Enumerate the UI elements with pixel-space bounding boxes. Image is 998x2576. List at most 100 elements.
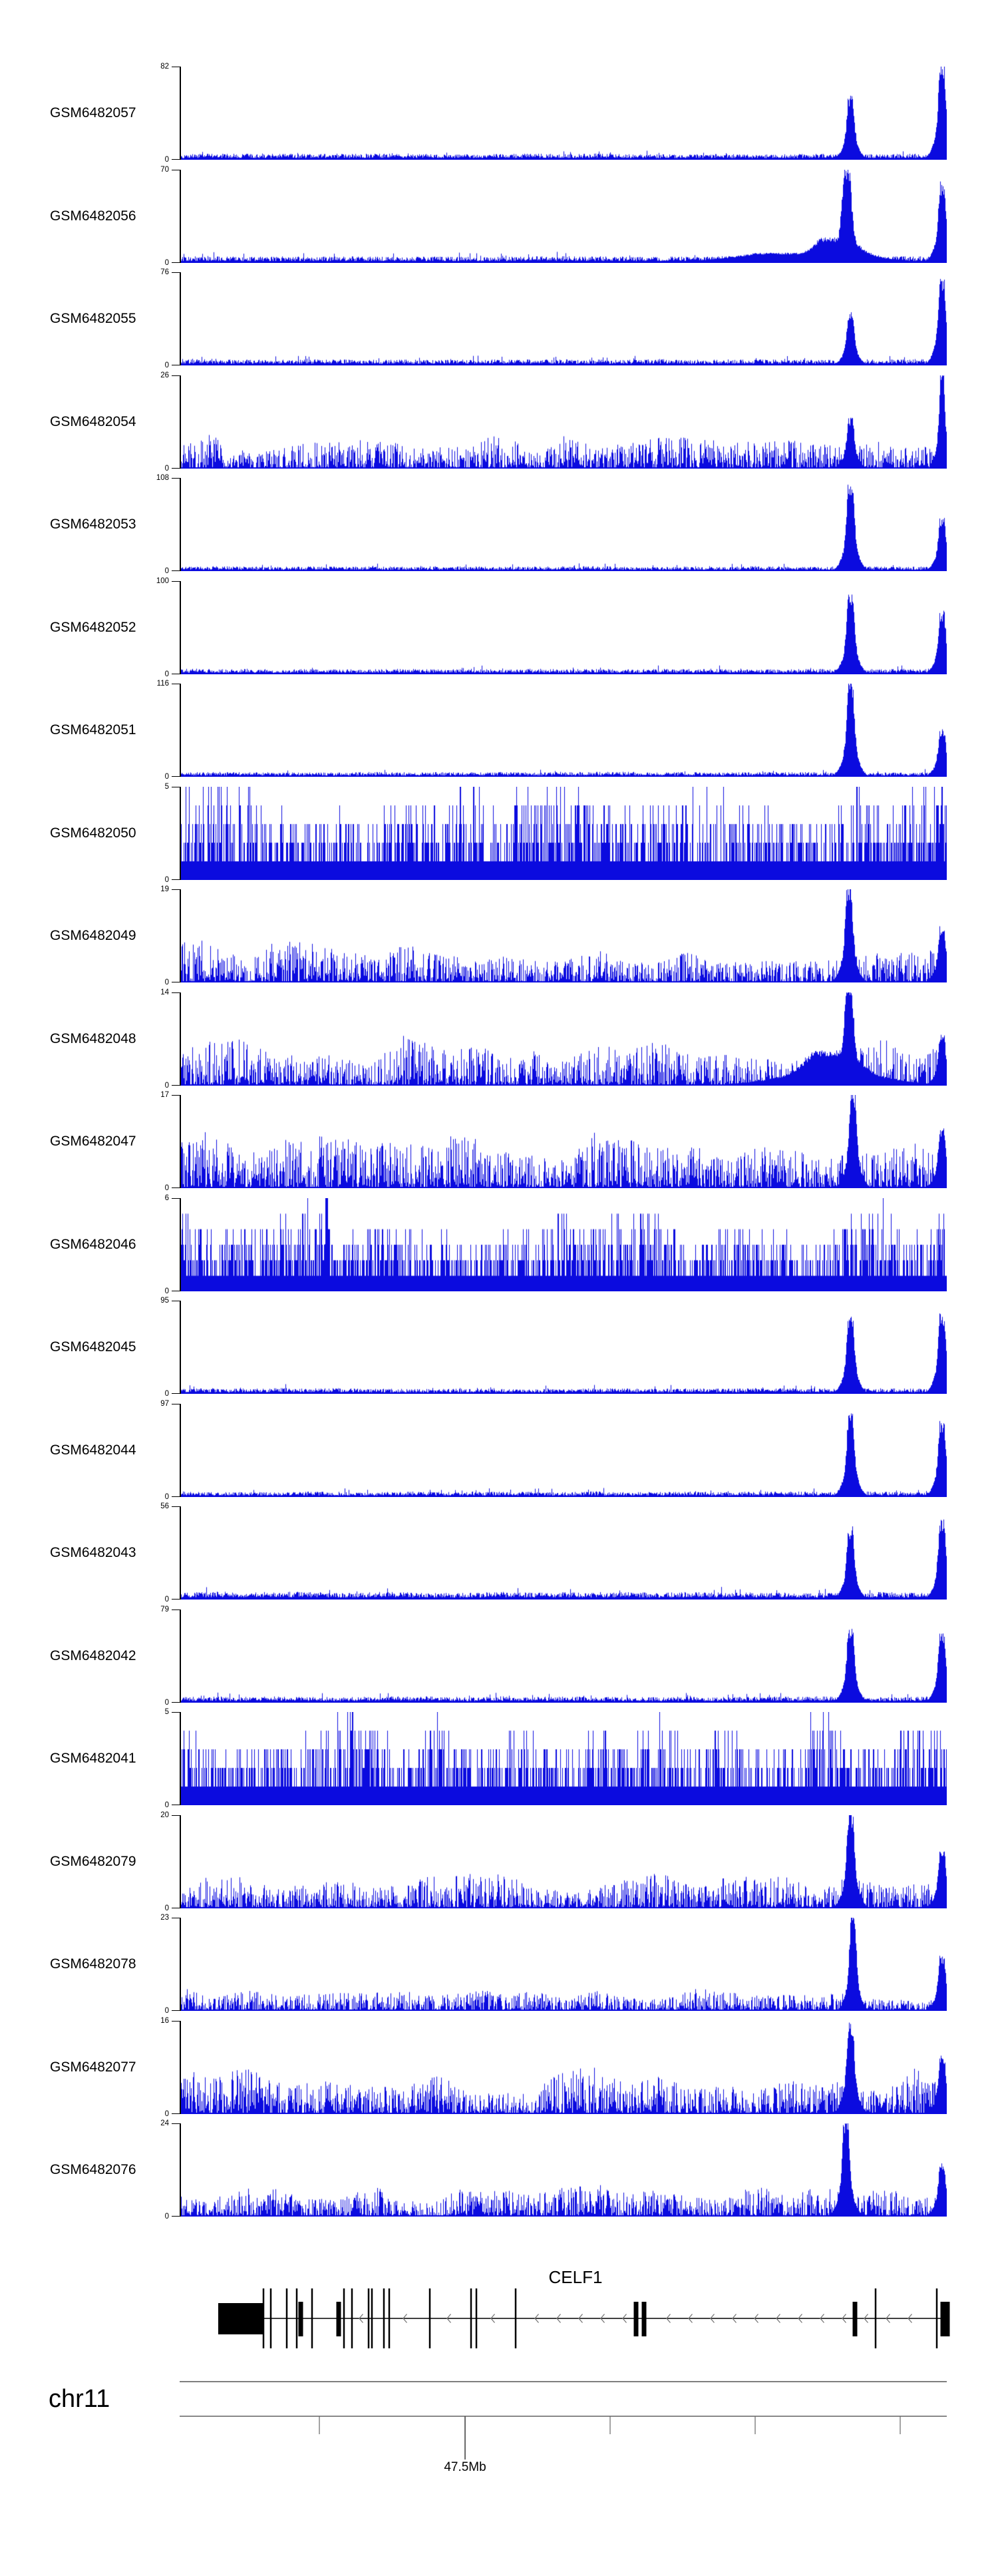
- strand-arrow-left-icon: [842, 2314, 846, 2323]
- track-ymax-label: 6: [164, 1194, 169, 1202]
- strand-arrow-left-icon: [666, 2314, 671, 2323]
- track-yaxis-tick: [172, 1712, 180, 1713]
- gene-exon-tick: [343, 2288, 345, 2348]
- track-yaxis-tick: [172, 992, 180, 994]
- track-yaxis-line: [180, 375, 181, 469]
- strand-arrow-left-icon: [490, 2314, 495, 2323]
- axis-tick-label: 47.5Mb: [444, 2460, 486, 2474]
- track-ymax-label: 20: [160, 1811, 169, 1819]
- strand-arrow-left-icon: [359, 2314, 363, 2323]
- track-label: GSM6482052: [50, 620, 136, 635]
- track-ybase-label: 0: [164, 2213, 169, 2221]
- track-signal-histogram: [181, 272, 947, 365]
- track-signal-histogram: [181, 581, 947, 674]
- track-ybase-label: 0: [164, 259, 169, 267]
- track-label: GSM6482054: [50, 414, 136, 429]
- track-label: GSM6482041: [50, 1751, 136, 1766]
- track-ybase-label: 0: [164, 773, 169, 781]
- track-ybase-label: 0: [164, 1184, 169, 1192]
- track-yaxis-tick: [172, 2113, 180, 2115]
- track-label: GSM6482048: [50, 1031, 136, 1046]
- gene-exon-tick: [351, 2288, 353, 2348]
- strand-arrow-left-icon: [732, 2314, 737, 2323]
- track-signal-histogram: [181, 1301, 947, 1394]
- track-ybase-label: 0: [164, 1287, 169, 1295]
- strand-arrow-left-icon: [864, 2314, 868, 2323]
- strand-arrow-left-icon: [798, 2314, 802, 2323]
- gene-exon-tick: [935, 2288, 938, 2348]
- track-signal-histogram: [181, 1610, 947, 1703]
- track-yaxis-tick: [172, 1599, 180, 1600]
- track-label: GSM6482051: [50, 722, 136, 738]
- track-ymax-label: 5: [164, 783, 169, 791]
- strand-arrow-left-icon: [600, 2314, 605, 2323]
- gene-exon-tick: [371, 2288, 373, 2348]
- gene-exon-tick: [383, 2288, 385, 2348]
- track-signal-histogram: [181, 1095, 947, 1188]
- track-yaxis-tick: [172, 2010, 180, 2012]
- gene-exon-thick: [336, 2302, 341, 2336]
- track-ybase-label: 0: [164, 2110, 169, 2118]
- track-label: GSM6482057: [50, 105, 136, 120]
- track-yaxis-line: [180, 1301, 181, 1394]
- track-yaxis-tick: [172, 1393, 180, 1395]
- track-ybase-label: 0: [164, 1493, 169, 1501]
- track-yaxis-line: [180, 1712, 181, 1805]
- track-yaxis-tick: [172, 2021, 180, 2022]
- track-yaxis-line: [180, 1095, 181, 1188]
- track-label: GSM6482053: [50, 517, 136, 532]
- track-yaxis-line: [180, 1610, 181, 1703]
- track-yaxis-tick: [172, 159, 180, 160]
- track-yaxis-tick: [172, 1506, 180, 1508]
- track-yaxis-line: [180, 272, 181, 365]
- track-yaxis-tick: [172, 1085, 180, 1086]
- track-label: GSM6482050: [50, 825, 136, 841]
- gene-exon-tick: [428, 2288, 431, 2348]
- track-yaxis-tick: [172, 1095, 180, 1096]
- track-yaxis-tick: [172, 468, 180, 469]
- track-yaxis-tick: [172, 1702, 180, 1703]
- track-ybase-label: 0: [164, 1082, 169, 1090]
- track-ybase-label: 0: [164, 876, 169, 884]
- strand-arrow-left-icon: [710, 2314, 715, 2323]
- track-ymax-label: 100: [156, 577, 169, 585]
- gene-exon-thick: [852, 2302, 858, 2336]
- strand-arrow-left-icon: [534, 2314, 539, 2323]
- track-yaxis-tick: [172, 570, 180, 572]
- gene-exon-tick: [311, 2288, 313, 2348]
- track-ymax-label: 19: [160, 885, 169, 893]
- track-yaxis-line: [180, 889, 181, 982]
- track-yaxis-tick: [172, 478, 180, 479]
- track-ymax-label: 56: [160, 1502, 169, 1510]
- track-yaxis-line: [180, 787, 181, 880]
- track-label: GSM6482049: [50, 928, 136, 943]
- track-yaxis-line: [180, 581, 181, 674]
- track-label: GSM6482045: [50, 1339, 136, 1355]
- track-label: GSM6482042: [50, 1648, 136, 1663]
- track-yaxis-tick: [172, 879, 180, 881]
- track-signal-histogram: [181, 478, 947, 571]
- track-ybase-label: 0: [164, 670, 169, 678]
- track-yaxis-line: [180, 1815, 181, 1908]
- track-yaxis-tick: [172, 776, 180, 777]
- track-label: GSM6482046: [50, 1237, 136, 1252]
- gene-exon-thick: [940, 2302, 945, 2336]
- track-yaxis-tick: [172, 2123, 180, 2125]
- track-signal-histogram: [181, 787, 947, 880]
- track-ybase-label: 0: [164, 361, 169, 369]
- strand-arrow-left-icon: [403, 2314, 407, 2323]
- track-ymax-label: 70: [160, 166, 169, 174]
- track-yaxis-tick: [172, 262, 180, 264]
- track-ybase-label: 0: [164, 1596, 169, 1604]
- track-ybase-label: 0: [164, 1390, 169, 1398]
- strand-arrow-left-icon: [556, 2314, 561, 2323]
- gene-exon-thick: [633, 2302, 639, 2336]
- track-ymax-label: 76: [160, 268, 169, 276]
- track-signal-histogram: [181, 2123, 947, 2217]
- gene-exon-tick: [514, 2288, 517, 2348]
- strand-arrow-left-icon: [886, 2314, 890, 2323]
- track-signal-histogram: [181, 1712, 947, 1805]
- track-yaxis-tick: [172, 2216, 180, 2217]
- track-signal-histogram: [181, 67, 947, 160]
